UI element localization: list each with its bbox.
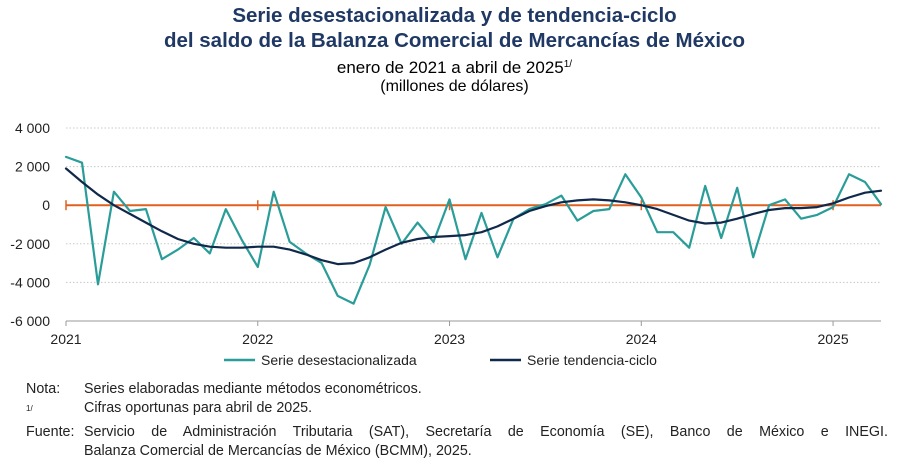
x-tick-label: 2021 (50, 331, 81, 347)
x-tick-label: 2024 (626, 331, 657, 347)
series-lines (64, 155, 883, 305)
y-axis-ticks: 4 000 2 000 0 -2 000 -4 000 -6 000 (10, 120, 50, 329)
footnote-row: 1/ Cifras oportunas para abril de 2025. (26, 399, 888, 423)
chart-title-line1: Serie desestacionalizada y de tendencia-… (232, 4, 677, 27)
x-axis: 2021 2022 2023 2024 2025 (50, 320, 881, 347)
x-tick-label: 2023 (434, 331, 465, 347)
legend-item-trend-label: Serie tendencia-ciclo (527, 352, 657, 368)
chart-units: (millones de dólares) (380, 78, 529, 95)
seasonal-series-line (64, 155, 883, 305)
subtitle-footnote-mark: 1/ (563, 59, 573, 70)
chart-title-line2: del saldo de la Balanza Comercial de Mer… (163, 29, 746, 52)
nota-label: Nota: (26, 381, 61, 397)
subtitle-text: enero de 2021 a abril de 2025 (336, 58, 564, 77)
x-tick-label: 2025 (817, 331, 848, 347)
zero-line-group (65, 200, 881, 211)
source-row: Fuente: Servicio de Administración Tribu… (26, 423, 888, 442)
nota-text: Series elaboradas mediante métodos econo… (84, 381, 422, 397)
chart-subtitle: enero de 2021 a abril de 20251/ (0, 55, 909, 78)
x-tick-label: 2022 (242, 331, 273, 347)
fuente-line1: Servicio de Administración Tributaria (S… (84, 423, 888, 440)
y-tick-label: -2 000 (10, 236, 50, 252)
legend: Serie desestacionalizada Serie tendencia-… (224, 352, 657, 368)
notes-block: Nota: Series elaboradas mediante métodos… (26, 380, 888, 461)
trend-series-line (64, 167, 883, 266)
y-tick-label: 4 000 (15, 120, 50, 136)
fuente-line2: Balanza Comercial de Mercancías de Méxic… (84, 442, 472, 459)
legend-item-seasonal-label: Serie desestacionalizada (261, 352, 417, 368)
fuente-label: Fuente: (26, 423, 75, 440)
note-row: Nota: Series elaboradas mediante métodos… (26, 380, 888, 399)
source-row-2: Balanza Comercial de Mercancías de Méxic… (26, 442, 888, 461)
y-tick-label: -4 000 (10, 274, 50, 290)
y-tick-label: 0 (42, 197, 50, 213)
y-tick-label: 2 000 (15, 159, 50, 175)
footnote-label: 1/ (26, 404, 33, 413)
footnote-text: Cifras oportunas para abril de 2025. (84, 400, 313, 416)
gridlines (66, 127, 881, 322)
y-tick-label: -6 000 (10, 313, 50, 329)
